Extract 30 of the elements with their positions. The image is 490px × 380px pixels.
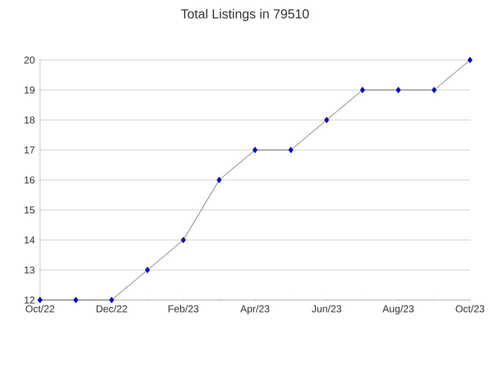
- point: [145, 266, 150, 274]
- point: [288, 146, 294, 154]
- x-tick-label: Oct/22: [26, 305, 54, 312]
- point: [360, 86, 365, 94]
- point: [324, 116, 330, 124]
- point: [468, 56, 472, 64]
- point: [38, 296, 42, 304]
- y-tick-label: 16: [24, 176, 35, 184]
- point: [396, 86, 401, 94]
- y-tick-label: 18: [24, 116, 35, 124]
- y-tick-label: 20: [24, 56, 35, 64]
- point: [432, 86, 437, 94]
- y-tick-label: 17: [24, 146, 34, 154]
- y-tick-label: 19: [24, 86, 35, 94]
- y-tick-label: 12: [24, 296, 34, 304]
- chart-title: Total Listings in 79510: [180, 8, 309, 22]
- point: [216, 176, 222, 184]
- y-tick-label: 13: [24, 266, 35, 274]
- x-tick-label: Dec/22: [96, 305, 128, 312]
- y-tick-label: 15: [24, 206, 35, 214]
- x-tick-label: Oct/23: [456, 305, 484, 312]
- x-tick-label: Feb/23: [168, 305, 198, 312]
- point: [252, 146, 258, 154]
- y-tick-label: 14: [24, 236, 35, 244]
- point: [109, 296, 114, 304]
- x-tick-label: Aug/23: [382, 305, 414, 314]
- x-tick-label: Apr/23: [240, 305, 270, 314]
- point: [180, 236, 186, 244]
- x-tick-label: Jun/23: [312, 305, 342, 312]
- point: [73, 296, 78, 304]
